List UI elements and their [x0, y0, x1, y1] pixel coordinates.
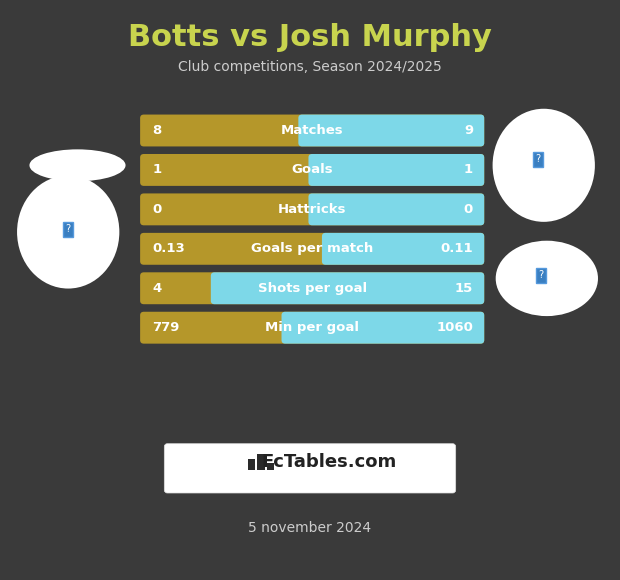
Text: 0.11: 0.11 — [440, 242, 473, 255]
FancyBboxPatch shape — [248, 459, 255, 470]
Ellipse shape — [496, 241, 598, 316]
Text: 0: 0 — [153, 203, 162, 216]
Text: Club competitions, Season 2024/2025: Club competitions, Season 2024/2025 — [178, 60, 442, 74]
Text: 9: 9 — [464, 124, 473, 137]
Text: ?: ? — [66, 224, 71, 234]
Text: 0.13: 0.13 — [153, 242, 185, 255]
FancyBboxPatch shape — [211, 273, 484, 304]
Text: Goals per match: Goals per match — [251, 242, 374, 255]
FancyBboxPatch shape — [309, 154, 484, 186]
Text: 1060: 1060 — [436, 321, 473, 334]
Text: Botts vs Josh Murphy: Botts vs Josh Murphy — [128, 23, 492, 52]
FancyBboxPatch shape — [164, 444, 456, 493]
Text: 1: 1 — [153, 164, 162, 176]
Text: FcTables.com: FcTables.com — [261, 453, 396, 472]
FancyBboxPatch shape — [267, 463, 274, 470]
Text: Matches: Matches — [281, 124, 344, 137]
FancyBboxPatch shape — [257, 454, 265, 470]
Ellipse shape — [493, 109, 595, 222]
FancyBboxPatch shape — [322, 233, 484, 264]
FancyBboxPatch shape — [140, 193, 484, 225]
Text: 1: 1 — [464, 164, 473, 176]
Text: 0: 0 — [464, 203, 473, 216]
Text: 5 november 2024: 5 november 2024 — [249, 521, 371, 535]
FancyBboxPatch shape — [309, 193, 484, 225]
Text: Min per goal: Min per goal — [265, 321, 360, 334]
Text: 8: 8 — [153, 124, 162, 137]
Text: Hattricks: Hattricks — [278, 203, 347, 216]
FancyBboxPatch shape — [281, 312, 484, 343]
Text: 4: 4 — [153, 282, 162, 295]
Text: 779: 779 — [153, 321, 180, 334]
FancyBboxPatch shape — [298, 115, 484, 146]
FancyBboxPatch shape — [140, 233, 484, 264]
Text: Shots per goal: Shots per goal — [258, 282, 367, 295]
Text: 15: 15 — [455, 282, 473, 295]
Ellipse shape — [30, 150, 125, 181]
Text: ?: ? — [535, 154, 540, 165]
Text: Goals: Goals — [291, 164, 334, 176]
Text: ?: ? — [538, 270, 543, 281]
FancyBboxPatch shape — [140, 115, 484, 146]
Ellipse shape — [17, 175, 119, 289]
FancyBboxPatch shape — [140, 154, 484, 186]
FancyBboxPatch shape — [140, 312, 484, 343]
FancyBboxPatch shape — [140, 273, 484, 304]
